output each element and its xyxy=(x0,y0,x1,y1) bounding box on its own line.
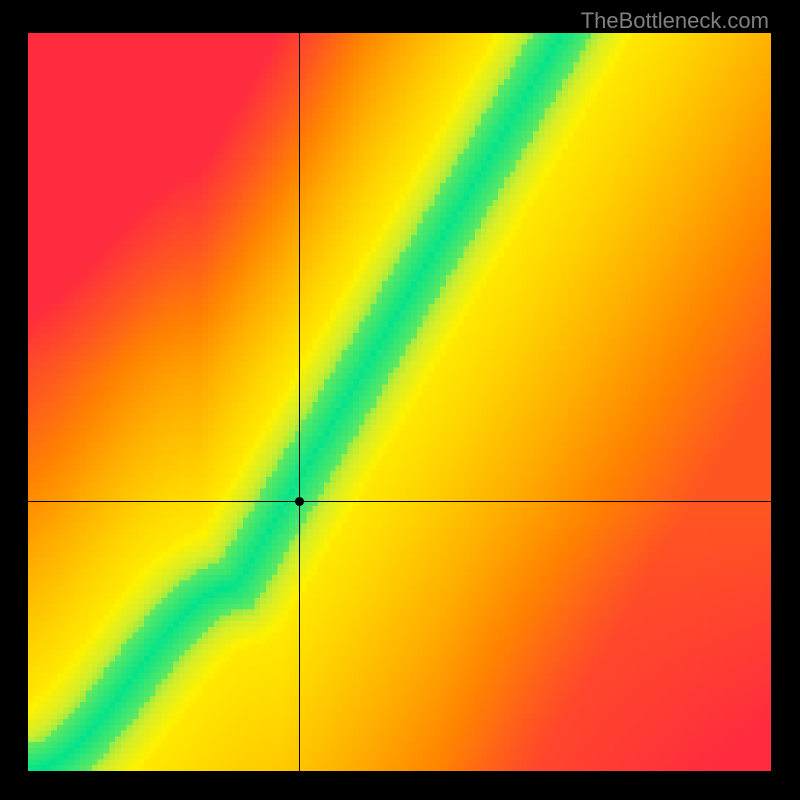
crosshair-horizontal xyxy=(28,501,771,502)
watermark-text: TheBottleneck.com xyxy=(581,8,769,34)
selected-point-marker xyxy=(295,497,304,506)
bottleneck-heatmap xyxy=(28,33,771,771)
crosshair-vertical xyxy=(299,33,300,771)
